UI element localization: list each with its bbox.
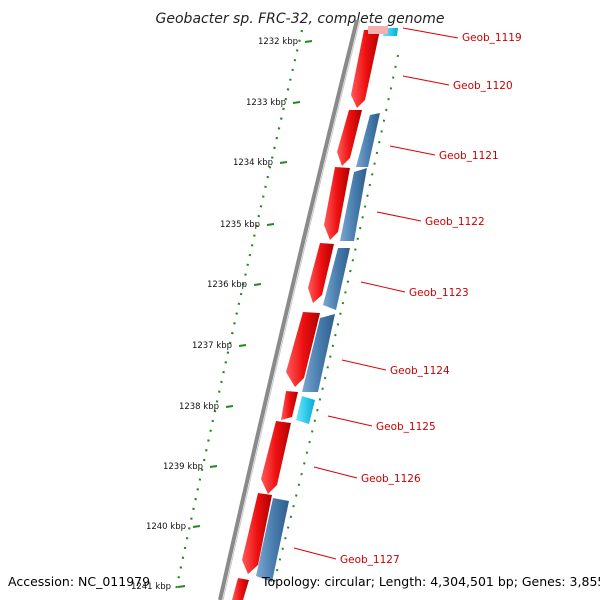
scale-ticks: 1232 kbp 1233 kbp 1234 kbp 1235 kbp 1236 kbp… <box>131 37 313 592</box>
topology-text: Topology: circular; Length: 4,304,501 bp… <box>261 574 600 589</box>
gene-arrow-forward[interactable] <box>324 167 350 240</box>
gene-arrow-reverse[interactable] <box>340 168 367 241</box>
scale-tick-mark <box>266 223 275 226</box>
gene-arrow-reverse[interactable] <box>302 314 335 392</box>
gene-labels: Geob_1119 Geob_1120 Geob_1121 Geob_1122 Geob… <box>340 32 522 566</box>
gene-label[interactable]: Geob_1123 <box>409 287 469 299</box>
gene-arrow-reverse[interactable] <box>256 498 289 582</box>
scale-tick-mark <box>253 283 262 286</box>
gene-label[interactable]: Geob_1127 <box>340 554 400 566</box>
scale-tick-label: 1240 kbp <box>146 522 186 532</box>
gene-label[interactable]: Geob_1122 <box>425 216 485 228</box>
gene-arrow-reverse[interactable] <box>356 113 380 167</box>
gene-arrow-forward[interactable] <box>242 493 272 574</box>
scale-tick-label: 1234 kbp <box>233 158 273 168</box>
scale-tick-label: 1235 kbp <box>220 220 260 230</box>
map-title: Geobacter sp. FRC-32, complete genome <box>156 11 445 27</box>
gene-arrow-forward[interactable] <box>308 243 334 303</box>
scale-tick-mark <box>279 161 288 164</box>
gene-rna-cyan[interactable] <box>296 396 315 424</box>
scale-tick-label: 1238 kbp <box>179 402 219 412</box>
gene-arrow-forward[interactable] <box>281 391 298 420</box>
gene-arrow-forward[interactable] <box>337 110 362 166</box>
accession-text: Accession: NC_011979 <box>8 574 150 589</box>
scale-tick-mark <box>177 585 186 588</box>
scale-tick-mark <box>238 344 247 347</box>
scale-tick-label: 1237 kbp <box>192 341 232 351</box>
gene-leader-line <box>402 75 450 86</box>
gene-leader-line <box>313 466 358 479</box>
gene-faded-top <box>368 26 388 34</box>
scale-tick-mark <box>192 525 201 528</box>
gene-arrow-forward[interactable] <box>232 578 249 600</box>
gene-arrow-forward[interactable] <box>261 421 291 494</box>
gene-leader-line <box>327 415 373 427</box>
gene-leader-line <box>293 547 337 560</box>
scale-tick-label: 1232 kbp <box>258 37 298 47</box>
scale-tick-label: 1236 kbp <box>207 280 247 290</box>
reverse-strand-track <box>256 28 398 582</box>
gene-label-leaders <box>293 27 459 560</box>
scale-tick-mark <box>209 465 218 468</box>
gene-leader-line <box>341 359 387 371</box>
scale-tick-label: 1241 kbp <box>131 582 171 592</box>
backbone-arc-highlight <box>222 19 361 600</box>
scale-tick-mark <box>225 405 234 408</box>
gene-leader-line <box>360 281 406 293</box>
gene-label[interactable]: Geob_1125 <box>376 421 436 433</box>
gene-leader-line <box>402 27 459 39</box>
gene-label[interactable]: Geob_1126 <box>361 473 421 485</box>
gene-arrow-forward[interactable] <box>286 312 320 387</box>
forward-strand-track <box>232 30 380 600</box>
gene-track-tick-arc <box>271 54 399 591</box>
gene-leader-line <box>376 211 422 222</box>
gene-label[interactable]: Geob_1121 <box>439 150 499 162</box>
gene-arrow-forward[interactable] <box>351 30 380 108</box>
backbone-arc <box>218 19 359 600</box>
gene-label[interactable]: Geob_1119 <box>462 32 522 44</box>
gene-label[interactable]: Geob_1124 <box>390 365 450 377</box>
gene-leader-line <box>389 145 436 156</box>
scale-tick-label: 1239 kbp <box>163 462 203 472</box>
scale-tick-mark <box>304 40 313 43</box>
gene-arrow-reverse[interactable] <box>323 248 350 310</box>
scale-tick-mark <box>292 101 301 104</box>
scale-tick-label: 1233 kbp <box>246 98 286 108</box>
gene-label[interactable]: Geob_1120 <box>453 80 513 92</box>
